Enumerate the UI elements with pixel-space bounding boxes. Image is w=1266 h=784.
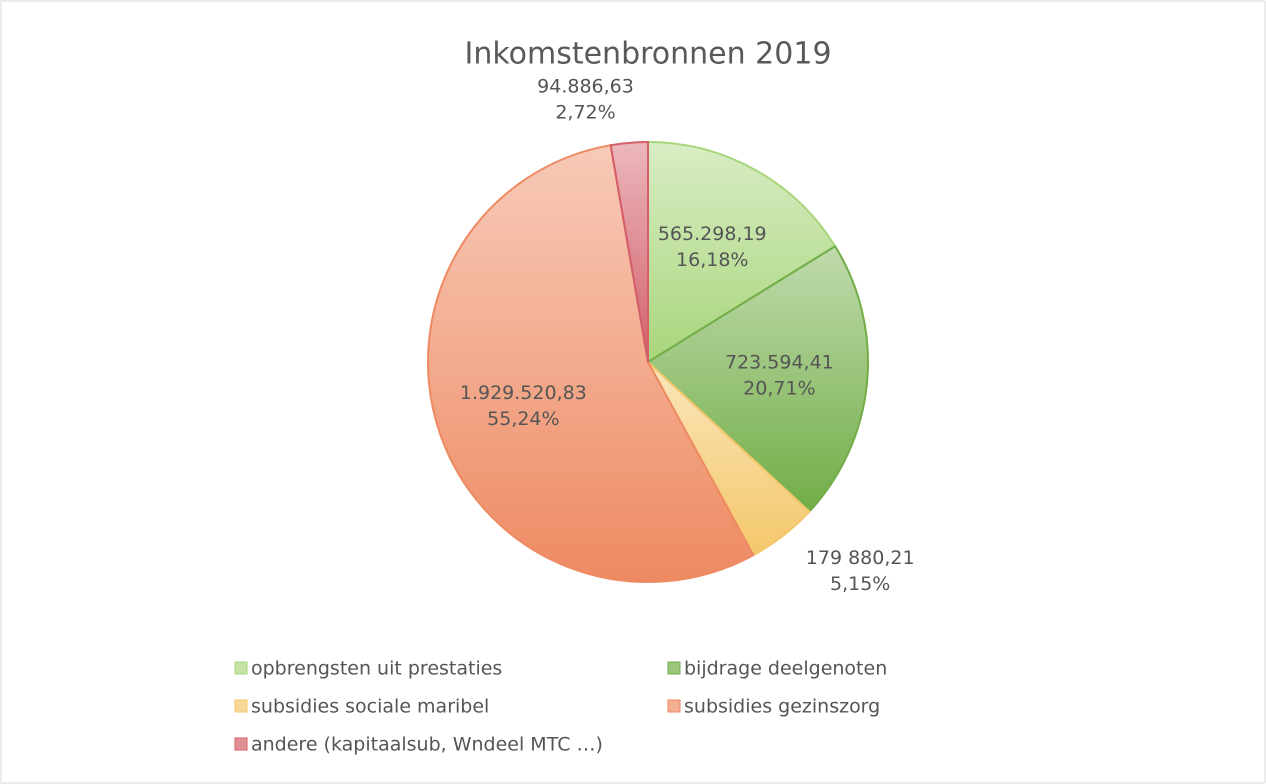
data-label: 179 880,21 xyxy=(806,547,915,569)
data-label: 565.298,19 xyxy=(658,223,767,245)
legend-label: subsidies gezinszorg xyxy=(684,696,880,718)
legend-label: bijdrage deelgenoten xyxy=(684,658,887,680)
percent-label: 16,18% xyxy=(676,249,748,271)
percent-label: 5,15% xyxy=(830,573,890,595)
chart-title: Inkomstenbronnen 2019 xyxy=(464,37,831,72)
percent-label: 55,24% xyxy=(487,408,559,430)
legend-label: subsidies sociale maribel xyxy=(251,696,489,718)
pie-slice xyxy=(427,144,755,583)
legend-swatch xyxy=(234,699,248,713)
legend-label: andere (kapitaalsub, Wndeel MTC …) xyxy=(251,734,603,756)
percent-label: 20,71% xyxy=(743,377,815,399)
pie-slice xyxy=(647,140,837,364)
pie-slice xyxy=(646,244,869,513)
legend-swatch xyxy=(667,661,681,675)
pie-slice xyxy=(609,140,649,363)
percent-label: 2,72% xyxy=(555,101,615,123)
data-label: 94.886,63 xyxy=(537,75,634,97)
legend-label: opbrengsten uit prestaties xyxy=(251,658,502,680)
legend-swatch xyxy=(234,661,248,675)
legend-swatch xyxy=(667,699,681,713)
data-label: 723.594,41 xyxy=(725,351,834,373)
data-label: 1.929.520,83 xyxy=(460,382,587,404)
legend-swatch xyxy=(234,737,248,751)
